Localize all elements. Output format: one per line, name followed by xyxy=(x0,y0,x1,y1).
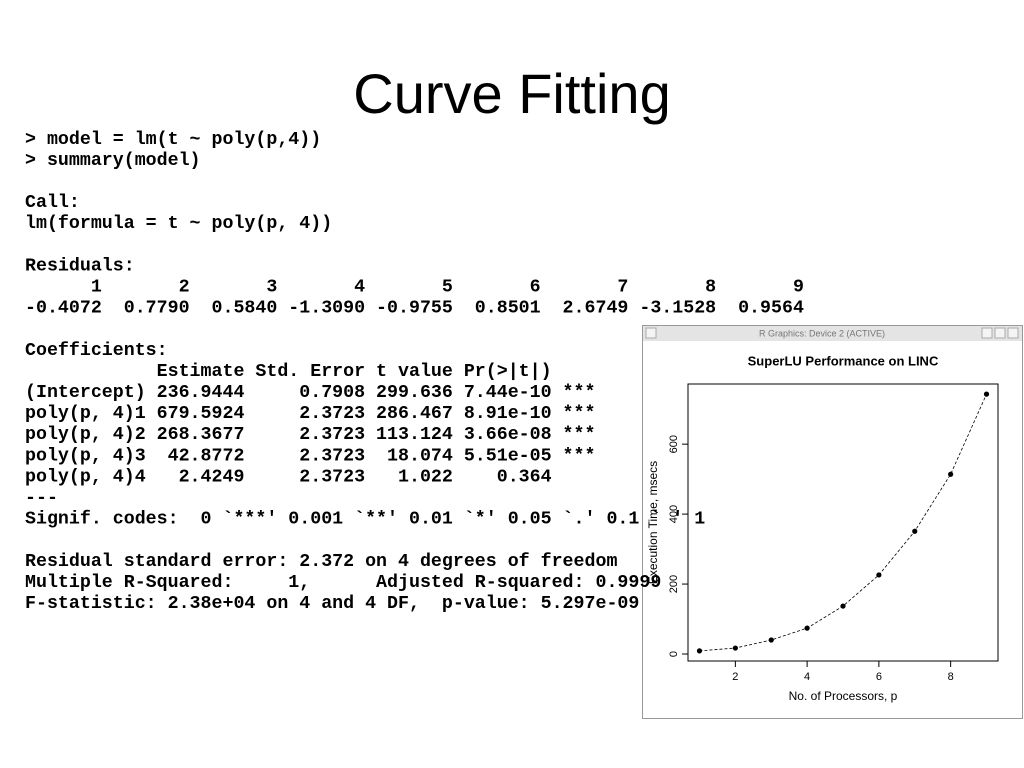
console-line: (Intercept) 236.9444 0.7908 299.636 7.44… xyxy=(25,383,595,403)
point xyxy=(948,471,954,477)
console-line: Multiple R-Squared: 1, Adjusted R-square… xyxy=(25,573,661,593)
x-tick-label: 8 xyxy=(948,671,954,683)
window-frame xyxy=(642,325,1023,719)
y-tick-label: 0 xyxy=(668,651,680,657)
point xyxy=(768,637,774,643)
point xyxy=(696,648,703,654)
x-tick-label: 6 xyxy=(876,671,882,683)
console-line: poly(p, 4)3 42.8772 2.3723 18.074 5.51e-… xyxy=(25,446,595,466)
console-line: > model = lm(t ~ poly(p,4)) xyxy=(25,130,321,150)
console-line: poly(p, 4)4 2.4249 2.3723 1.022 0.364 xyxy=(25,467,552,487)
console-line: poly(p, 4)2 268.3677 2.3723 113.124 3.66… xyxy=(25,425,595,445)
console-line: -0.4072 0.7790 0.5840 -1.3090 -0.9755 0.… xyxy=(25,299,804,319)
window-title: R Graphics: Device 2 (ACTIVE) xyxy=(759,328,885,338)
console-line: lm(formula = t ~ poly(p, 4)) xyxy=(25,214,332,234)
console-line: > summary(model) xyxy=(25,151,201,171)
console-line: Call: xyxy=(25,193,80,213)
graphics-window: R Graphics: Device 2 (ACTIVE) xyxy=(642,325,1023,719)
point xyxy=(876,572,882,578)
console-line: 1 2 3 4 5 6 7 8 9 xyxy=(25,278,804,298)
plot-box xyxy=(687,383,999,662)
console-line: Signif. codes: 0 `***' 0.001 `**' 0.01 `… xyxy=(25,510,705,530)
console-line: F-statistic: 2.38e+04 on 4 and 4 DF, p-v… xyxy=(25,594,639,614)
console-line: --- xyxy=(25,489,58,509)
x-axis-label: No. of Processors, p xyxy=(789,689,898,703)
console-line: poly(p, 4)1 679.5924 2.3723 286.467 8.91… xyxy=(25,404,595,424)
x-tick-label: 4 xyxy=(804,671,810,683)
window-titlebar xyxy=(643,326,1022,341)
y-tick-label: 200 xyxy=(668,575,680,593)
y-tick-label: 600 xyxy=(668,435,680,453)
point xyxy=(840,603,846,609)
console-line: Residual standard error: 2.372 on 4 degr… xyxy=(25,552,617,572)
x-tick-label: 2 xyxy=(732,671,738,683)
console-line: Residuals: xyxy=(25,256,135,276)
window-menu-button[interactable] xyxy=(645,327,657,339)
console-line: Coefficients: xyxy=(25,341,168,361)
point xyxy=(732,645,738,651)
maximize-button[interactable] xyxy=(994,327,1006,339)
minimize-button[interactable] xyxy=(981,327,993,339)
slide-title: Curve Fitting xyxy=(353,62,670,125)
console-line: Estimate Std. Error t value Pr(>|t|) xyxy=(25,362,552,382)
close-button[interactable] xyxy=(1007,327,1019,339)
y-axis-label: Execution Time, msecs xyxy=(646,461,660,584)
y-tick-label: 400 xyxy=(668,505,680,523)
point xyxy=(912,528,918,534)
point xyxy=(983,391,990,397)
chart-title: SuperLU Performance on LINC xyxy=(748,353,939,368)
point xyxy=(804,625,810,631)
